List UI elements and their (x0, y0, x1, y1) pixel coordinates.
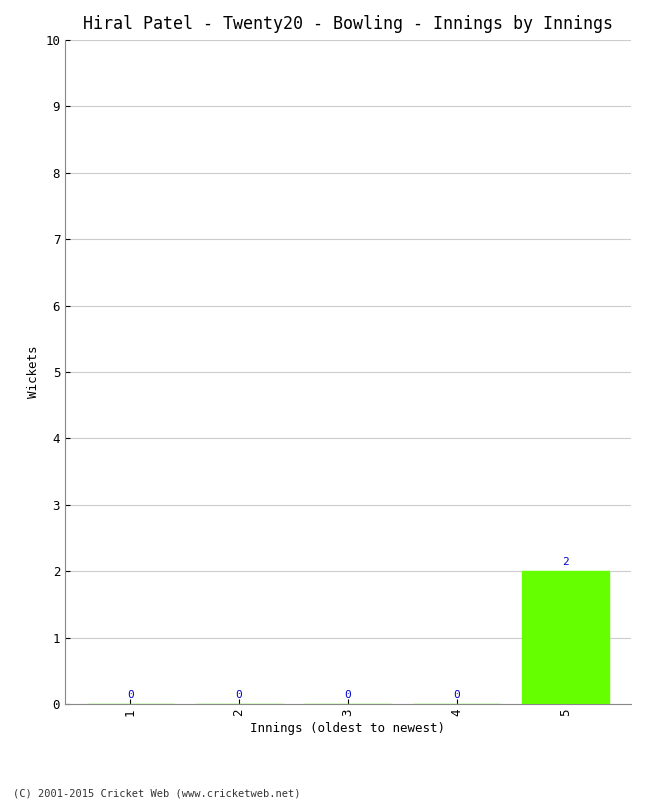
Text: (C) 2001-2015 Cricket Web (www.cricketweb.net): (C) 2001-2015 Cricket Web (www.cricketwe… (13, 788, 300, 798)
X-axis label: Innings (oldest to newest): Innings (oldest to newest) (250, 722, 445, 735)
Bar (522, 571, 609, 704)
Text: 2: 2 (562, 558, 569, 567)
Text: 0: 0 (453, 690, 460, 700)
Text: 0: 0 (236, 690, 242, 700)
Text: 0: 0 (344, 690, 351, 700)
Text: 0: 0 (127, 690, 134, 700)
Title: Hiral Patel - Twenty20 - Bowling - Innings by Innings: Hiral Patel - Twenty20 - Bowling - Innin… (83, 15, 613, 33)
Y-axis label: Wickets: Wickets (27, 346, 40, 398)
